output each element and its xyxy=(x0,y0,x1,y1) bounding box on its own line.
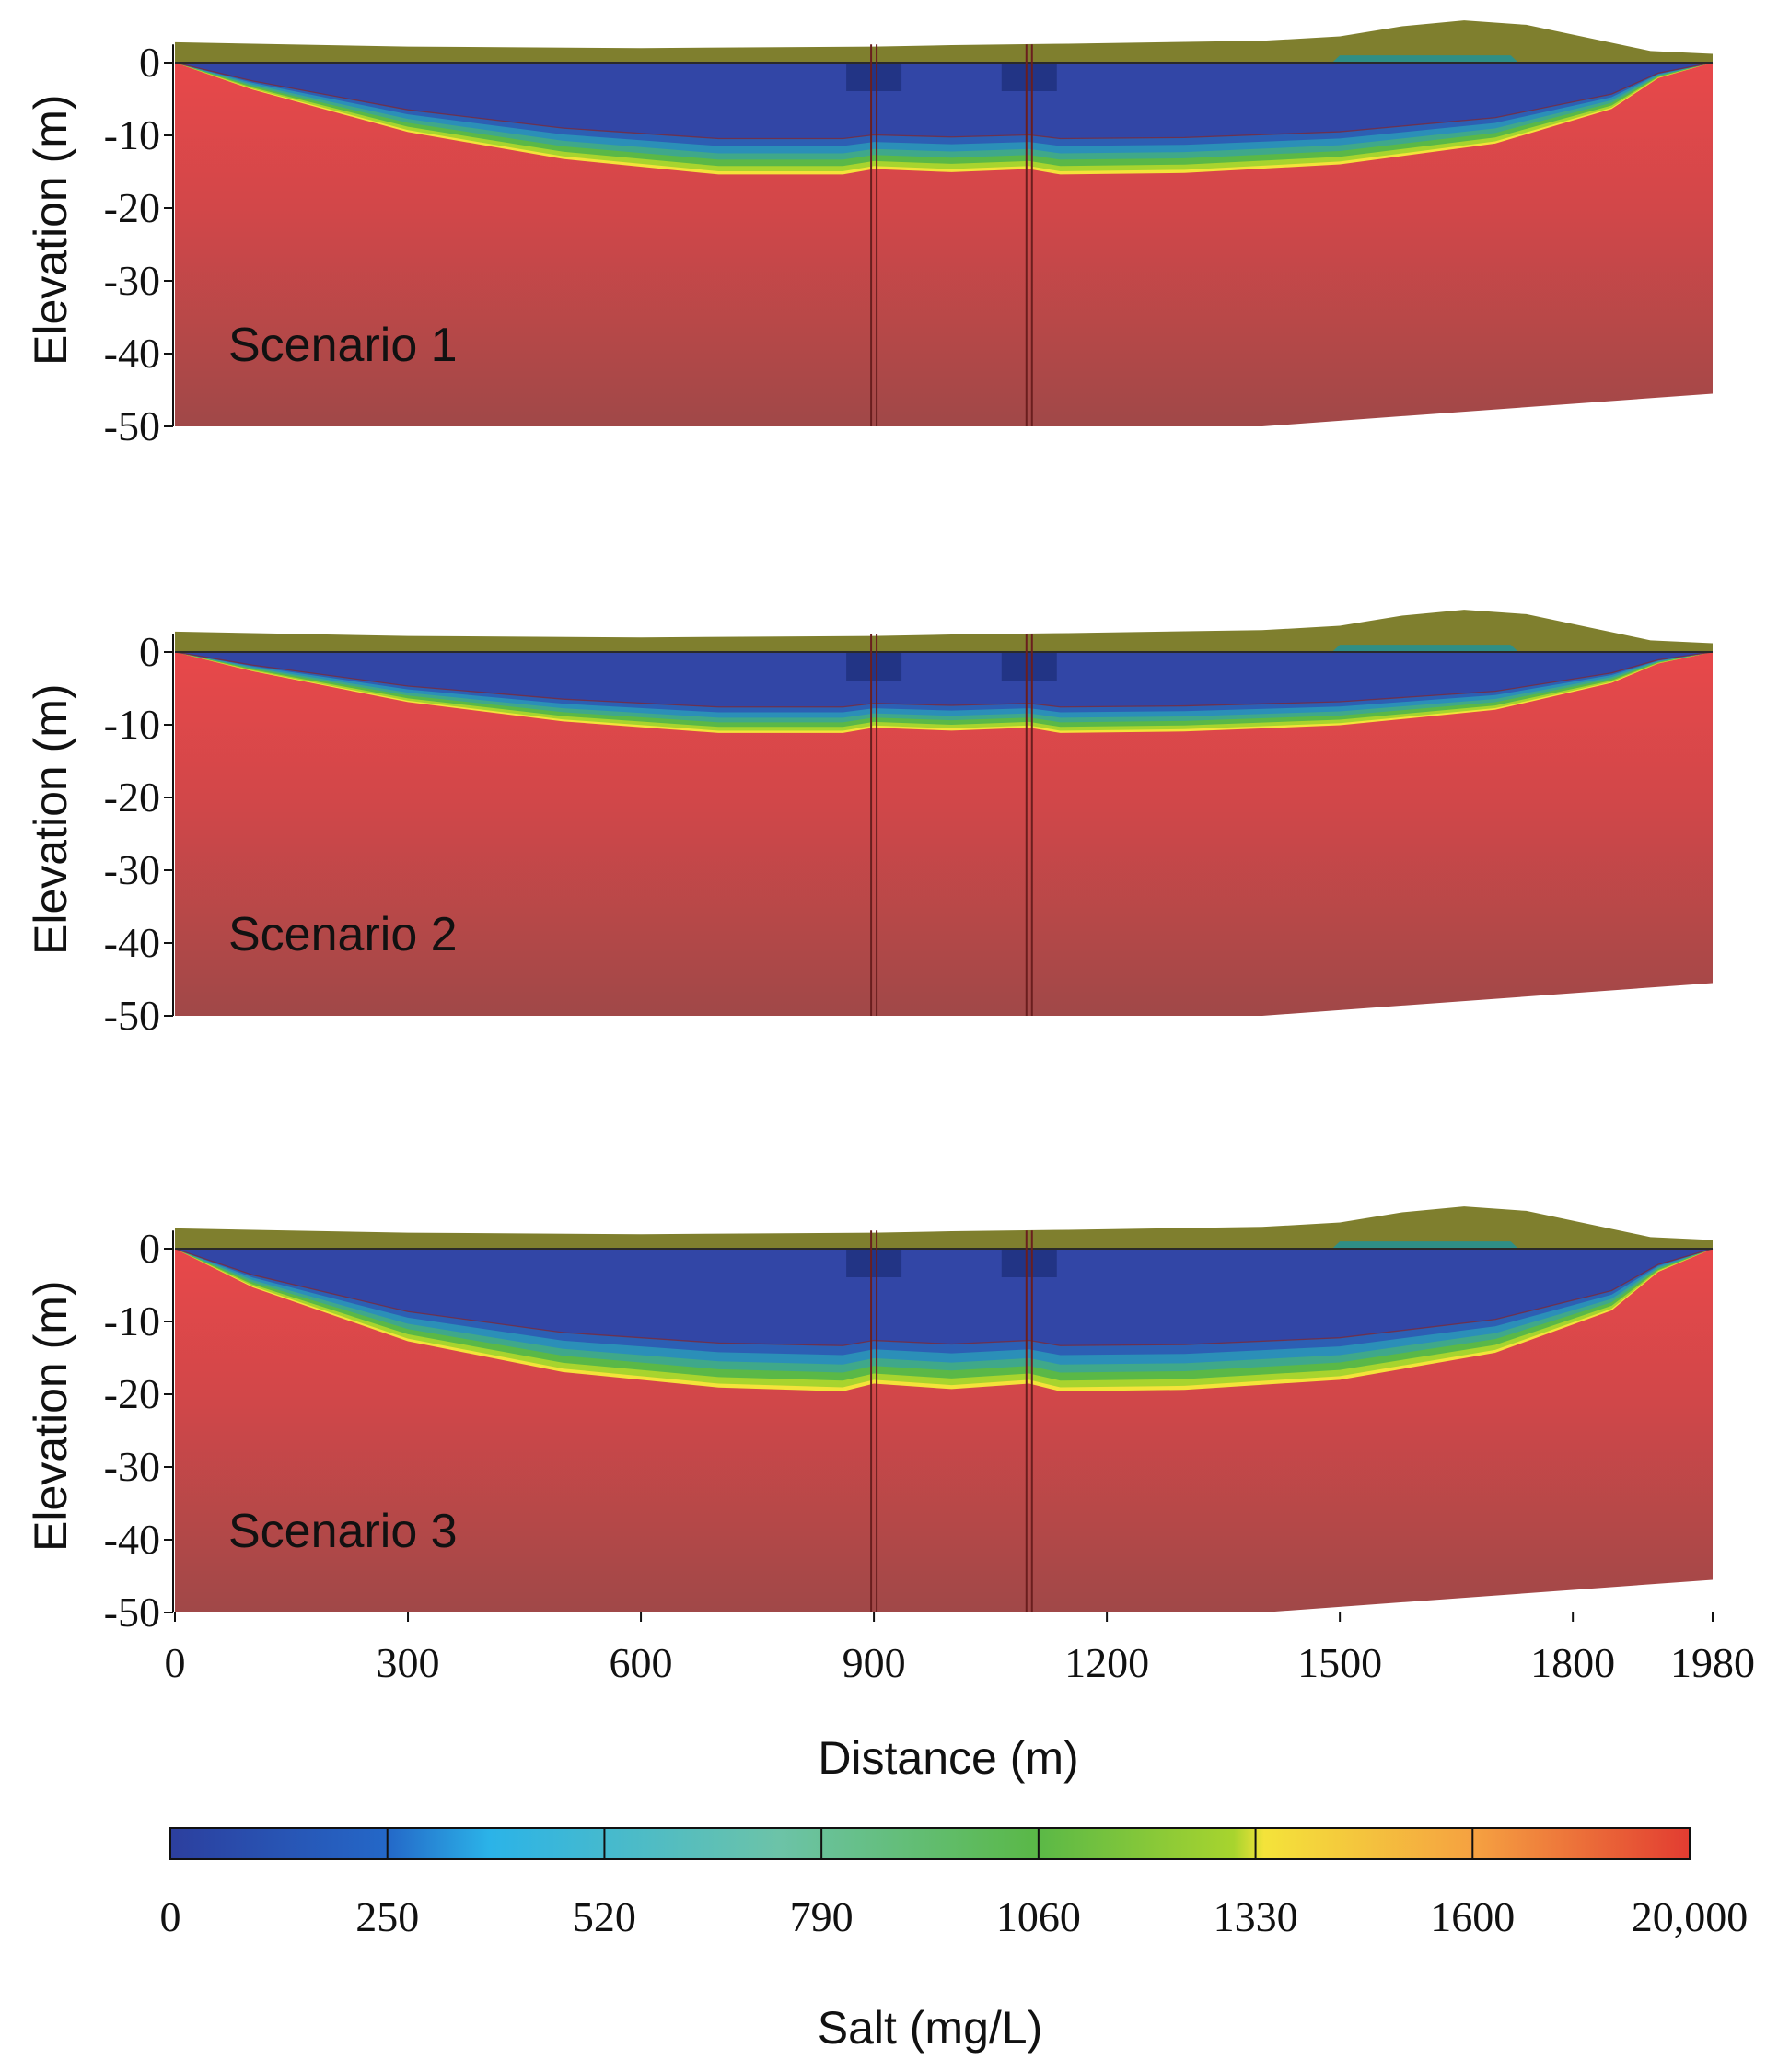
scenario-label: Scenario 3 xyxy=(228,1505,458,1558)
surface-pond xyxy=(1331,55,1519,63)
y-axis-title: Elevation (m) xyxy=(25,683,76,955)
surface-layer xyxy=(175,20,1713,63)
colorbar-title: Salt (mg/L) xyxy=(818,2002,1043,2054)
x-tick-label: 1980 xyxy=(1670,1639,1755,1686)
y-tick-label: -50 xyxy=(104,402,160,449)
surface-layer xyxy=(175,1206,1713,1249)
y-tick-label: -50 xyxy=(104,992,160,1039)
y-tick-label: -20 xyxy=(104,774,160,821)
colorbar-tick-label: 1600 xyxy=(1430,1893,1515,1940)
well-screen-1 xyxy=(846,1250,902,1277)
x-tick-label: 0 xyxy=(165,1639,186,1686)
y-tick-label: -30 xyxy=(104,846,160,893)
x-tick-label: 1800 xyxy=(1530,1639,1615,1686)
y-tick-label: -30 xyxy=(104,257,160,304)
well-screen-2 xyxy=(1001,653,1057,681)
surface-pond xyxy=(1331,1241,1519,1249)
y-tick-label: 0 xyxy=(139,1225,160,1272)
saltwater-region xyxy=(175,652,1713,1016)
well-screen-1 xyxy=(846,653,902,681)
y-tick-label: 0 xyxy=(139,39,160,86)
colorbar-tick-label: 1330 xyxy=(1214,1893,1298,1940)
surface-layer xyxy=(175,610,1713,652)
colorbar-tick-label: 520 xyxy=(573,1893,636,1940)
panel-1: 0 -10 -20 -30 -40 -50 Elevation (m) Scenario 1 xyxy=(25,20,1714,449)
y-tick-label: -20 xyxy=(104,184,160,231)
y-axis-title: Elevation (m) xyxy=(25,94,76,366)
isoline xyxy=(174,62,1714,140)
y-tick-label: -20 xyxy=(104,1370,160,1417)
x-tick-label: 900 xyxy=(843,1639,906,1686)
well-screen-2 xyxy=(1001,1250,1057,1277)
colorbar xyxy=(169,1827,1691,1860)
y-tick-label: -40 xyxy=(104,330,160,377)
isoline xyxy=(174,1248,1714,1346)
colorbar-tick-label: 790 xyxy=(790,1893,854,1940)
isoline xyxy=(174,651,1714,708)
y-tick-label: -10 xyxy=(104,1298,160,1344)
x-tick-label: 600 xyxy=(610,1639,673,1686)
x-tick-label: 1200 xyxy=(1064,1639,1149,1686)
x-axis-title: Distance (m) xyxy=(818,1732,1078,1784)
panel-3: 0 -10 -20 -30 -40 -50 Elevation (m) Scenario 3 xyxy=(25,1206,1714,1635)
lens-band-7 xyxy=(175,652,1713,707)
scenario-label: Scenario 2 xyxy=(228,908,458,961)
y-tick-label: -40 xyxy=(104,919,160,966)
well-screen-2 xyxy=(1001,64,1057,91)
well-screen-1 xyxy=(846,64,902,91)
x-tick-label: 300 xyxy=(377,1639,440,1686)
colorbar-tick-label: 250 xyxy=(355,1893,419,1940)
y-tick-label: -10 xyxy=(104,111,160,158)
lens-band-7 xyxy=(175,1249,1713,1346)
y-tick-label: -40 xyxy=(104,1516,160,1563)
x-tick-label: 1500 xyxy=(1297,1639,1382,1686)
y-tick-label: -50 xyxy=(104,1589,160,1635)
y-tick-label: 0 xyxy=(139,628,160,675)
y-tick-label: -30 xyxy=(104,1443,160,1490)
y-axis-title: Elevation (m) xyxy=(25,1280,76,1552)
colorbar-tick-label: 0 xyxy=(160,1893,181,1940)
y-tick-label: -10 xyxy=(104,701,160,748)
lens-band-7 xyxy=(175,63,1713,139)
colorbar-tick-label: 1060 xyxy=(996,1893,1081,1940)
surface-pond xyxy=(1331,645,1519,652)
scenario-label: Scenario 1 xyxy=(228,319,458,372)
panel-2: 0 -10 -20 -30 -40 -50 Elevation (m) Scenario 2 xyxy=(25,610,1714,1039)
colorbar-tick-label: 20,000 xyxy=(1632,1893,1749,1940)
